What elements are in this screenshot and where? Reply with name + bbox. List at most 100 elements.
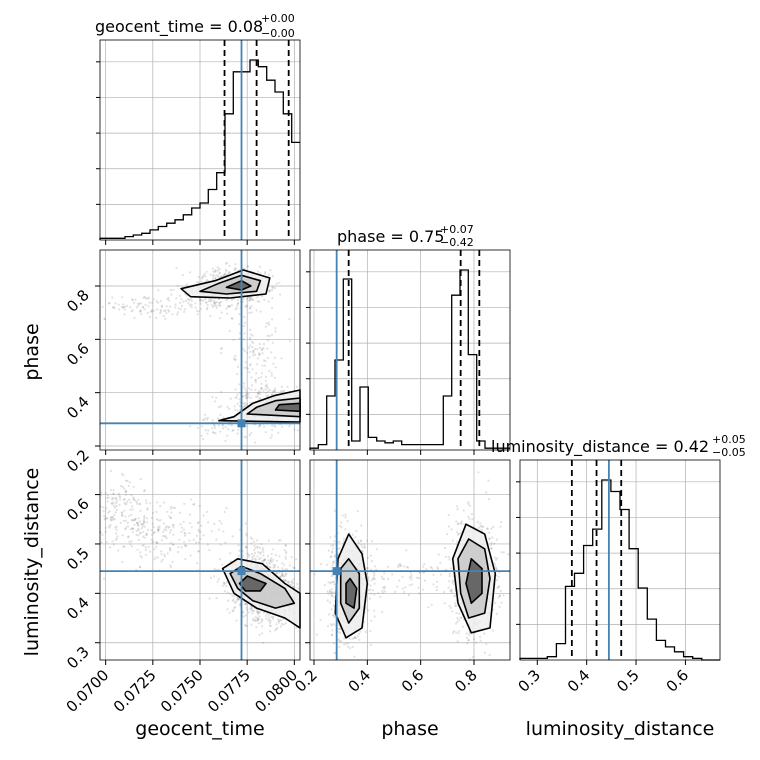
sample-point xyxy=(258,557,261,561)
sample-point xyxy=(130,545,134,548)
sample-point xyxy=(266,356,269,360)
sample-point xyxy=(268,289,272,292)
sample-point xyxy=(172,526,175,529)
sample-point xyxy=(460,520,464,523)
sample-point xyxy=(254,557,257,560)
sample-point xyxy=(256,348,259,351)
x-tick-label: 0.4 xyxy=(345,666,375,696)
sample-point xyxy=(256,395,259,398)
sample-point xyxy=(167,296,170,300)
sample-point xyxy=(139,310,142,313)
sample-point xyxy=(470,512,473,516)
sample-point xyxy=(224,268,227,271)
sample-point xyxy=(254,619,257,622)
sample-point xyxy=(119,521,122,524)
sample-point xyxy=(270,560,273,564)
sample-point xyxy=(273,390,276,393)
sample-point xyxy=(365,539,368,542)
sample-point xyxy=(172,543,175,547)
sample-point xyxy=(457,632,460,635)
sample-point xyxy=(288,317,291,320)
sample-point xyxy=(273,565,276,569)
sample-point xyxy=(453,583,456,586)
sample-point xyxy=(291,585,295,588)
sample-point xyxy=(326,590,329,593)
sample-point xyxy=(180,546,183,549)
sample-point xyxy=(422,565,425,568)
sample-point xyxy=(217,269,220,272)
sample-point xyxy=(456,533,460,536)
sample-point xyxy=(132,498,135,501)
sample-point xyxy=(146,311,149,314)
sample-point xyxy=(266,334,269,337)
sample-point xyxy=(333,535,336,538)
sample-point xyxy=(115,532,118,535)
sample-point xyxy=(396,585,399,588)
sample-point xyxy=(260,348,263,352)
sample-point xyxy=(271,275,274,278)
sample-point xyxy=(398,579,401,582)
sample-point xyxy=(454,604,457,607)
sample-point xyxy=(134,517,137,520)
sample-point xyxy=(329,592,332,595)
sample-point xyxy=(244,624,247,627)
sample-point xyxy=(366,556,369,560)
sample-point xyxy=(264,325,267,328)
sample-point xyxy=(471,518,474,521)
sample-point xyxy=(468,517,471,520)
sample-point xyxy=(140,313,143,316)
sample-point xyxy=(272,362,275,365)
sample-point xyxy=(222,581,225,584)
sample-point xyxy=(267,559,270,562)
sample-point xyxy=(338,645,341,649)
sample-point xyxy=(159,300,162,303)
sample-point xyxy=(170,511,173,514)
sample-point xyxy=(485,491,488,494)
sample-point xyxy=(115,528,118,531)
sample-point xyxy=(353,636,357,639)
sample-point xyxy=(203,272,206,276)
sample-point xyxy=(217,274,220,277)
sample-point xyxy=(205,308,209,311)
sample-point xyxy=(115,498,118,501)
sample-point xyxy=(159,505,162,508)
sample-point xyxy=(117,303,120,306)
sample-point xyxy=(131,508,134,511)
sample-point xyxy=(258,425,261,428)
sample-point xyxy=(448,574,451,578)
sample-point xyxy=(291,580,294,583)
sample-point xyxy=(252,617,255,620)
sample-point xyxy=(129,543,132,546)
sample-point xyxy=(125,490,128,493)
sample-point xyxy=(268,613,271,616)
sample-point xyxy=(102,510,105,513)
sample-point xyxy=(246,394,249,397)
sample-point xyxy=(245,396,248,400)
sample-point xyxy=(262,547,265,550)
sample-point xyxy=(226,312,229,315)
sample-point xyxy=(151,541,154,544)
sample-point xyxy=(225,299,228,302)
sample-point xyxy=(284,550,288,553)
sample-point xyxy=(111,496,114,499)
sample-point xyxy=(281,573,284,577)
sample-point xyxy=(206,303,209,306)
sample-point xyxy=(218,267,221,270)
y-tick-label: 0.5 xyxy=(63,544,93,574)
sample-point xyxy=(257,551,260,554)
sample-point xyxy=(360,540,363,543)
sample-point xyxy=(177,546,180,549)
sample-point xyxy=(367,609,370,612)
sample-point xyxy=(272,389,275,392)
sample-point xyxy=(147,528,150,532)
sample-point xyxy=(471,655,475,659)
sample-point xyxy=(248,299,251,302)
sample-point xyxy=(162,535,165,538)
sample-point xyxy=(258,392,261,395)
y-tick-label: 0.8 xyxy=(63,286,93,316)
sample-point xyxy=(101,533,104,536)
sample-point xyxy=(267,616,270,619)
sample-point xyxy=(449,589,452,592)
sample-point xyxy=(134,298,137,301)
sample-point xyxy=(229,397,232,400)
